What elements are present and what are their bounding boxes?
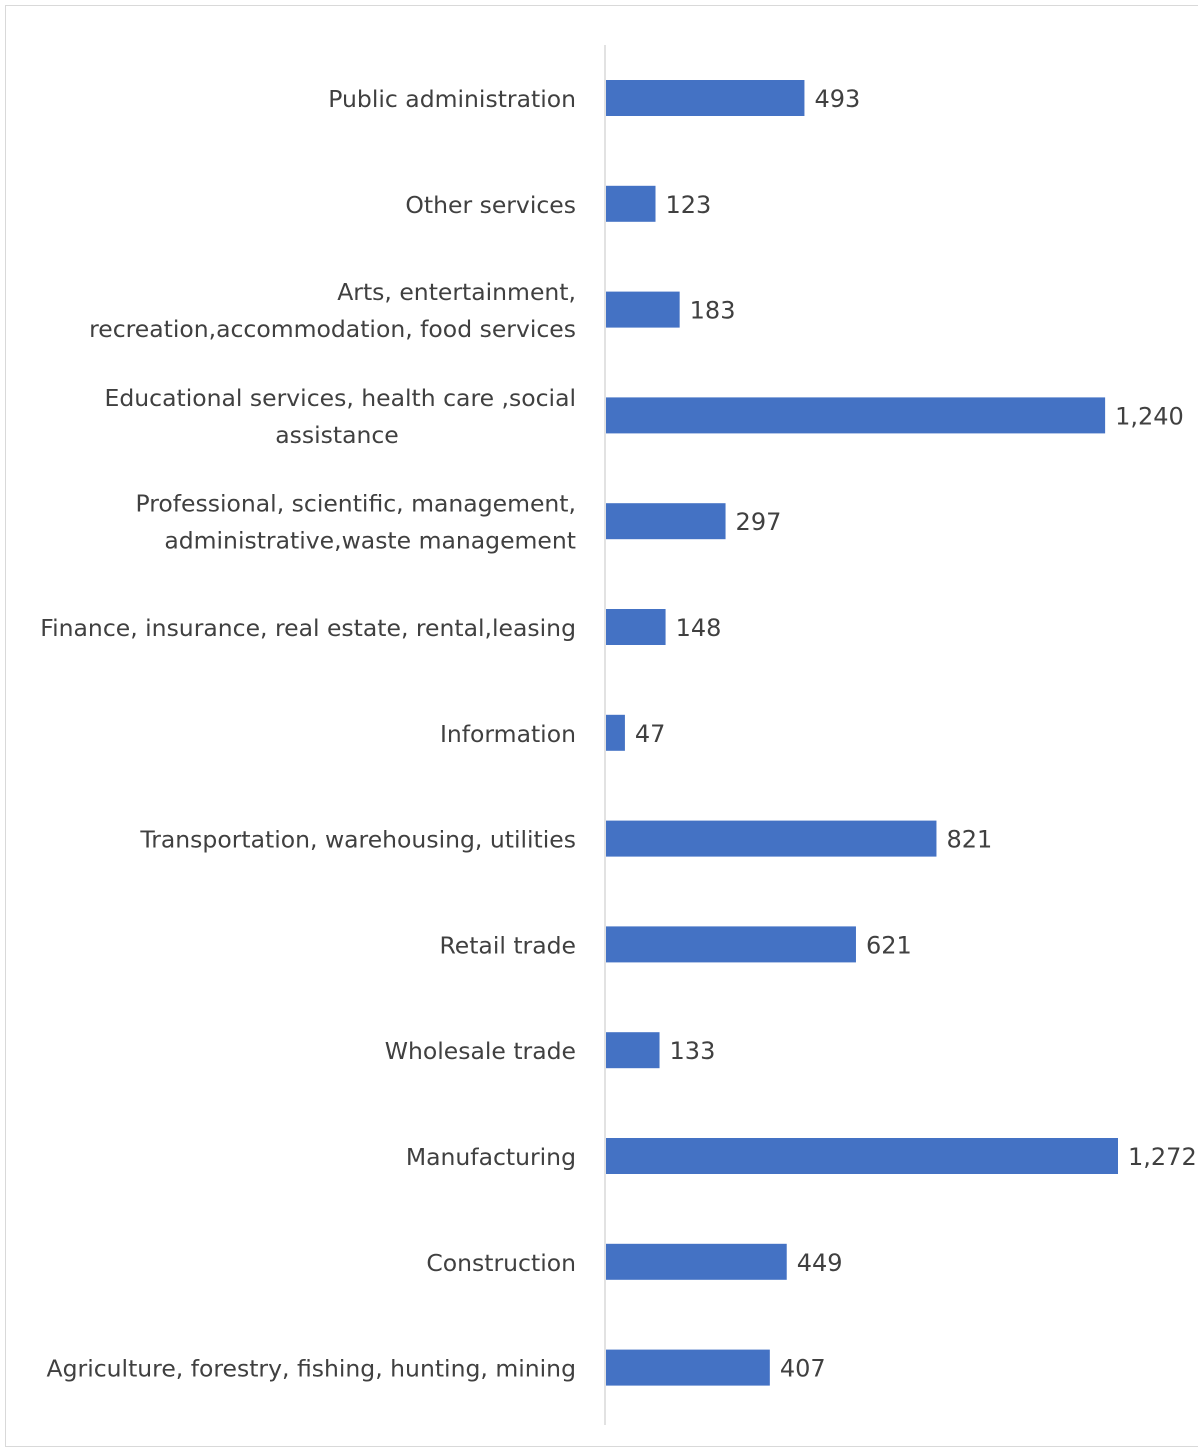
- bar-value-label: 493: [814, 85, 860, 113]
- bar: [606, 1138, 1118, 1174]
- bar-value-label: 47: [635, 720, 666, 748]
- bar: [606, 185, 656, 222]
- category-label: Construction: [426, 1249, 576, 1277]
- bar: [606, 80, 805, 116]
- chart-frame: [5, 5, 1198, 1447]
- bar-value-label: 148: [676, 614, 722, 642]
- category-label: Finance, insurance, real estate, rental,…: [40, 614, 576, 642]
- bar-value-label: 297: [736, 508, 782, 536]
- bar-value-label: 621: [866, 931, 912, 959]
- category-label: recreation,accommodation, food services: [89, 315, 576, 343]
- category-label: Arts, entertainment,: [337, 278, 576, 306]
- category-label: Retail trade: [439, 931, 576, 959]
- category-label: Information: [440, 720, 576, 748]
- bar: [606, 503, 726, 540]
- category-label: Public administration: [328, 85, 576, 113]
- category-label: assistance: [275, 421, 399, 449]
- bar: [606, 609, 666, 645]
- bar-value-label: 123: [666, 191, 712, 219]
- bar-value-label: 1,240: [1115, 402, 1184, 430]
- bar: [606, 1349, 770, 1386]
- bar: [606, 291, 680, 328]
- bar: [606, 1243, 787, 1280]
- bar: [606, 397, 1106, 434]
- bar: [606, 820, 937, 857]
- category-label: Educational services, health care ,socia…: [105, 384, 576, 412]
- category-label: Professional, scientific, management,: [135, 490, 576, 518]
- category-label: Other services: [405, 191, 576, 219]
- category-label: administrative,waste management: [164, 527, 576, 555]
- bar: [606, 1032, 660, 1069]
- bars-group: [606, 80, 1118, 1386]
- category-label: Wholesale trade: [385, 1037, 576, 1065]
- bar-value-label: 183: [690, 297, 736, 325]
- bar: [606, 714, 625, 751]
- category-label: Transportation, warehousing, utilities: [139, 826, 576, 854]
- bar-value-label: 449: [797, 1249, 843, 1277]
- bar-value-label: 407: [780, 1355, 826, 1383]
- bar: [606, 926, 856, 963]
- bar-value-label: 1,272: [1128, 1143, 1197, 1171]
- bar-value-label: 821: [946, 826, 992, 854]
- category-labels-group: Public administration Other services Arts,…: [40, 85, 576, 1383]
- bar-value-label: 133: [670, 1037, 716, 1065]
- category-label: Manufacturing: [406, 1143, 576, 1171]
- category-label: Agriculture, forestry, fishing, hunting,…: [47, 1355, 576, 1383]
- value-labels-group: 493 123 183 1,240 297 148 47 821 621 133 1,272 449 4…: [635, 85, 1197, 1383]
